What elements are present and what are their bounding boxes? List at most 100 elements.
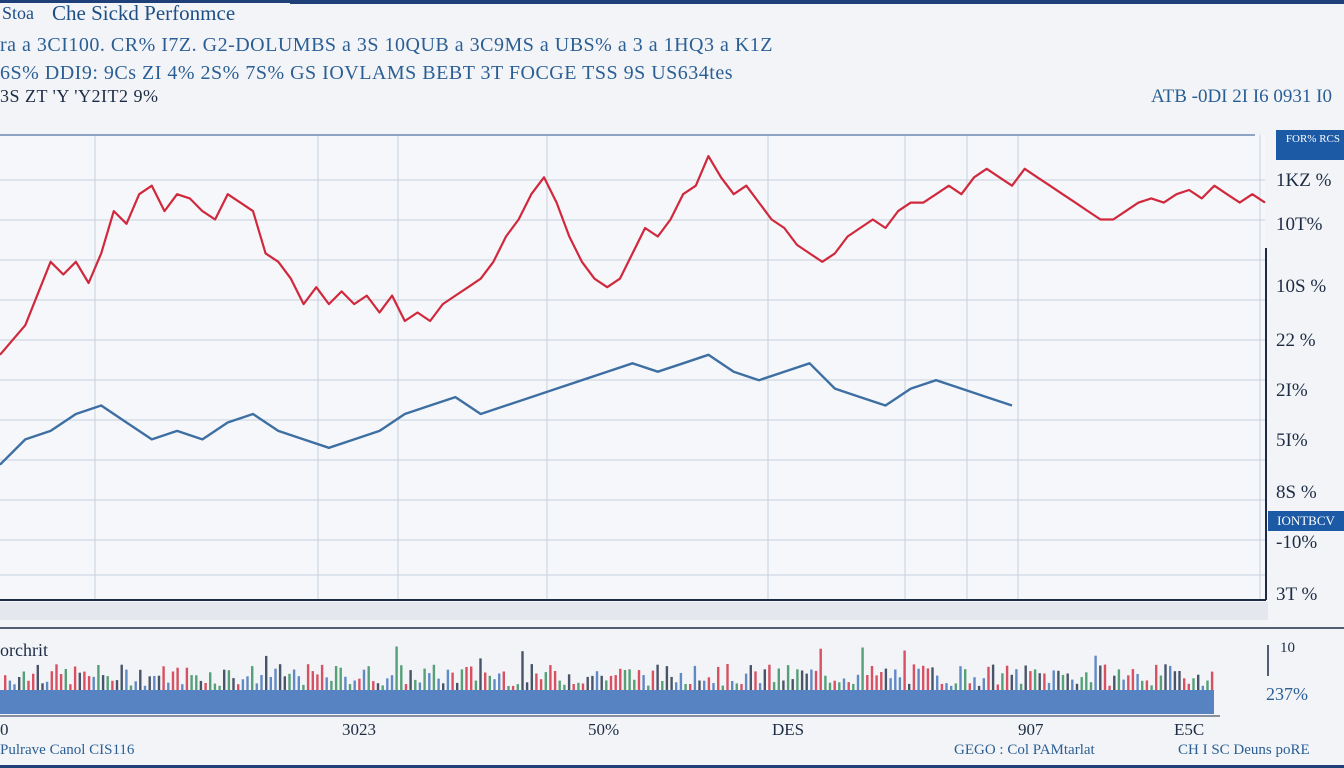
volume-bar-130 <box>609 675 613 690</box>
volume-bar-87 <box>409 670 412 690</box>
volume-bar-80 <box>376 683 380 690</box>
x-tick-label: 3023 <box>342 720 376 739</box>
volume-bar-94 <box>442 683 445 690</box>
volume-bar-93 <box>437 678 440 690</box>
header-line-1: ra a 3CI100. CR% I7Z. G2-DOLUMBS a 3S 10… <box>0 34 773 56</box>
volume-bar-119 <box>558 680 561 690</box>
volume-bar-55 <box>260 675 263 690</box>
volume-bar-25 <box>120 664 123 690</box>
footer-left: Pulrave Canol CIS116 <box>0 742 135 758</box>
volume-bar-100 <box>470 666 473 690</box>
volume-bar-38 <box>181 684 184 690</box>
volume-bar-88 <box>414 679 417 690</box>
volume-bar-242 <box>1131 669 1135 690</box>
volume-bar-138 <box>647 685 650 690</box>
volume-bar-13 <box>64 669 67 690</box>
volume-bar-123 <box>577 682 580 690</box>
volume-bar-243 <box>1136 674 1139 690</box>
x-tick-label: 0 <box>0 720 9 739</box>
volume-bar-197 <box>922 665 925 690</box>
volume-bar-141 <box>661 681 664 690</box>
volume-base-band <box>0 690 1214 714</box>
volume-bar-45 <box>213 683 217 690</box>
y-tick-label: 1KZ % <box>1276 170 1332 191</box>
volume-bar-211 <box>987 666 990 690</box>
volume-bar-157 <box>735 683 738 690</box>
header-line-3: 3S ZT 'Y 'Y2IT2 9% <box>0 86 159 106</box>
volume-bar-27 <box>129 685 133 690</box>
volume-bar-24 <box>115 680 119 690</box>
volume-bar-30 <box>143 685 147 690</box>
volume-bar-58 <box>274 668 277 690</box>
volume-bar-256 <box>1197 674 1200 690</box>
price-flag: IONTBCV <box>1268 511 1344 531</box>
volume-bar-188 <box>880 672 883 690</box>
volume-bar-107 <box>502 671 505 690</box>
volume-bar-148 <box>693 665 697 690</box>
bottom-frame-line <box>0 765 1344 768</box>
volume-bar-50 <box>237 684 240 690</box>
volume-bar-187 <box>875 675 878 690</box>
y-tick-label: 10T% <box>1276 214 1323 235</box>
volume-bar-193 <box>903 650 906 690</box>
volume-bar-17 <box>83 671 86 690</box>
volume-bar-171 <box>800 670 804 690</box>
volume-bar-206 <box>964 669 967 690</box>
volume-bar-61 <box>288 673 291 690</box>
volume-bar-254 <box>1187 683 1190 690</box>
volume-bar-79 <box>372 681 375 690</box>
volume-bar-40 <box>190 675 193 690</box>
volume-bar-124 <box>581 683 585 690</box>
volume-bar-12 <box>59 674 63 690</box>
volume-bar-139 <box>651 670 655 690</box>
volume-bar-210 <box>982 678 985 690</box>
volume-bar-156 <box>731 681 734 690</box>
volume-bar-6 <box>32 673 35 690</box>
volume-bar-90 <box>423 668 426 690</box>
volume-bar-19 <box>92 676 95 690</box>
volume-bar-222 <box>1038 673 1041 690</box>
volume-bar-181 <box>847 682 850 690</box>
y-tick-label: 2I% <box>1276 380 1308 401</box>
volume-bar-135 <box>633 679 636 690</box>
volume-bar-43 <box>204 683 207 690</box>
volume-bar-200 <box>936 675 939 690</box>
volume-bar-34 <box>162 666 165 690</box>
volume-bar-144 <box>675 682 678 690</box>
series-line-1 <box>0 353 1013 466</box>
volume-bar-98 <box>460 669 464 690</box>
volume-bar-75 <box>353 680 356 690</box>
volume-bar-95 <box>446 669 450 690</box>
volume-bar-237 <box>1108 685 1111 690</box>
volume-bar-125 <box>586 676 589 690</box>
volume-bar-176 <box>824 675 827 690</box>
y-tick-label: 3T % <box>1276 584 1318 605</box>
volume-bar-162 <box>758 683 762 690</box>
volume-bar-168 <box>786 665 790 690</box>
volume-bar-2 <box>13 684 16 690</box>
volume-bar-219 <box>1024 665 1027 690</box>
volume-bar-67 <box>316 674 319 690</box>
volume-bar-247 <box>1155 664 1158 690</box>
volume-bar-213 <box>996 684 999 690</box>
volume-bar-226 <box>1057 670 1060 690</box>
volume-bar-179 <box>838 682 841 690</box>
y-tick-label: -10% <box>1276 532 1318 553</box>
volume-bar-91 <box>428 673 431 690</box>
volume-bar-31 <box>148 676 151 690</box>
volume-bar-28 <box>134 681 137 690</box>
volume-bar-160 <box>749 665 752 690</box>
title-row: Stoa Che Sickd Perfonmce <box>0 0 235 26</box>
volume-bar-71 <box>334 666 338 690</box>
volume-bar-196 <box>917 668 920 690</box>
volume-bar-152 <box>712 683 715 690</box>
y-tick-label: 22 % <box>1276 330 1316 351</box>
volume-axis-bottom: 237% <box>1266 684 1308 704</box>
y-tick-label: 8S % <box>1276 482 1317 503</box>
footer-mid: GEGO : Col PAMtarlat <box>954 742 1095 758</box>
volume-bar-117 <box>549 665 552 690</box>
volume-bar-52 <box>246 676 249 690</box>
x-tick-label: DES <box>772 720 805 739</box>
plot-area <box>0 135 1265 600</box>
volume-bar-26 <box>125 669 128 690</box>
